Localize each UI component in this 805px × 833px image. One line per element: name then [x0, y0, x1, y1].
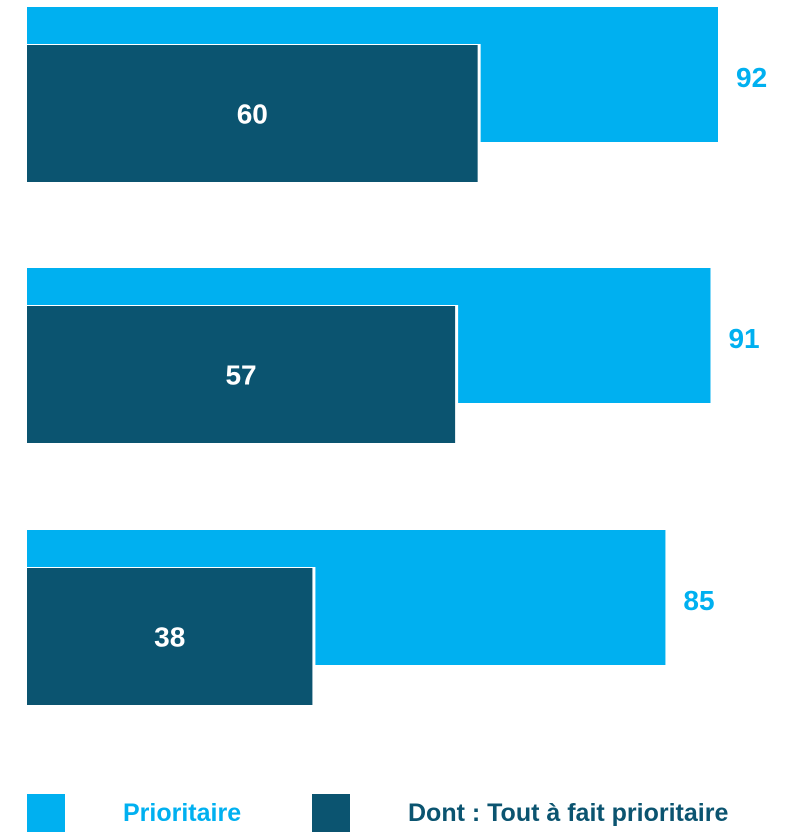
legend-label-tout-a-fait: Dont : Tout à fait prioritaire [408, 798, 729, 827]
label-tout-a-fait-2: 57 [225, 360, 256, 391]
label-prioritaire-2: 91 [728, 323, 759, 354]
legend-swatch-tout-a-fait [312, 794, 350, 832]
label-tout-a-fait-1: 60 [237, 99, 268, 130]
label-prioritaire-3: 85 [683, 585, 714, 616]
bar-tout-a-fait-1 [27, 45, 478, 182]
bar-tout-a-fait-2 [27, 306, 456, 443]
legend-label-prioritaire: Prioritaire [123, 798, 242, 827]
legend-item-tout-a-fait: Dont : Tout à fait prioritaire [312, 794, 728, 832]
legend-swatch-prioritaire [27, 794, 65, 832]
label-tout-a-fait-3: 38 [154, 622, 185, 653]
bar-tout-a-fait-3 [27, 568, 313, 705]
label-prioritaire-1: 92 [736, 62, 767, 93]
chart: 92 60 91 57 85 38 [26, 7, 767, 706]
legend-item-prioritaire: Prioritaire [27, 794, 241, 832]
legend: Prioritaire Dont : Tout à fait prioritai… [0, 766, 805, 833]
